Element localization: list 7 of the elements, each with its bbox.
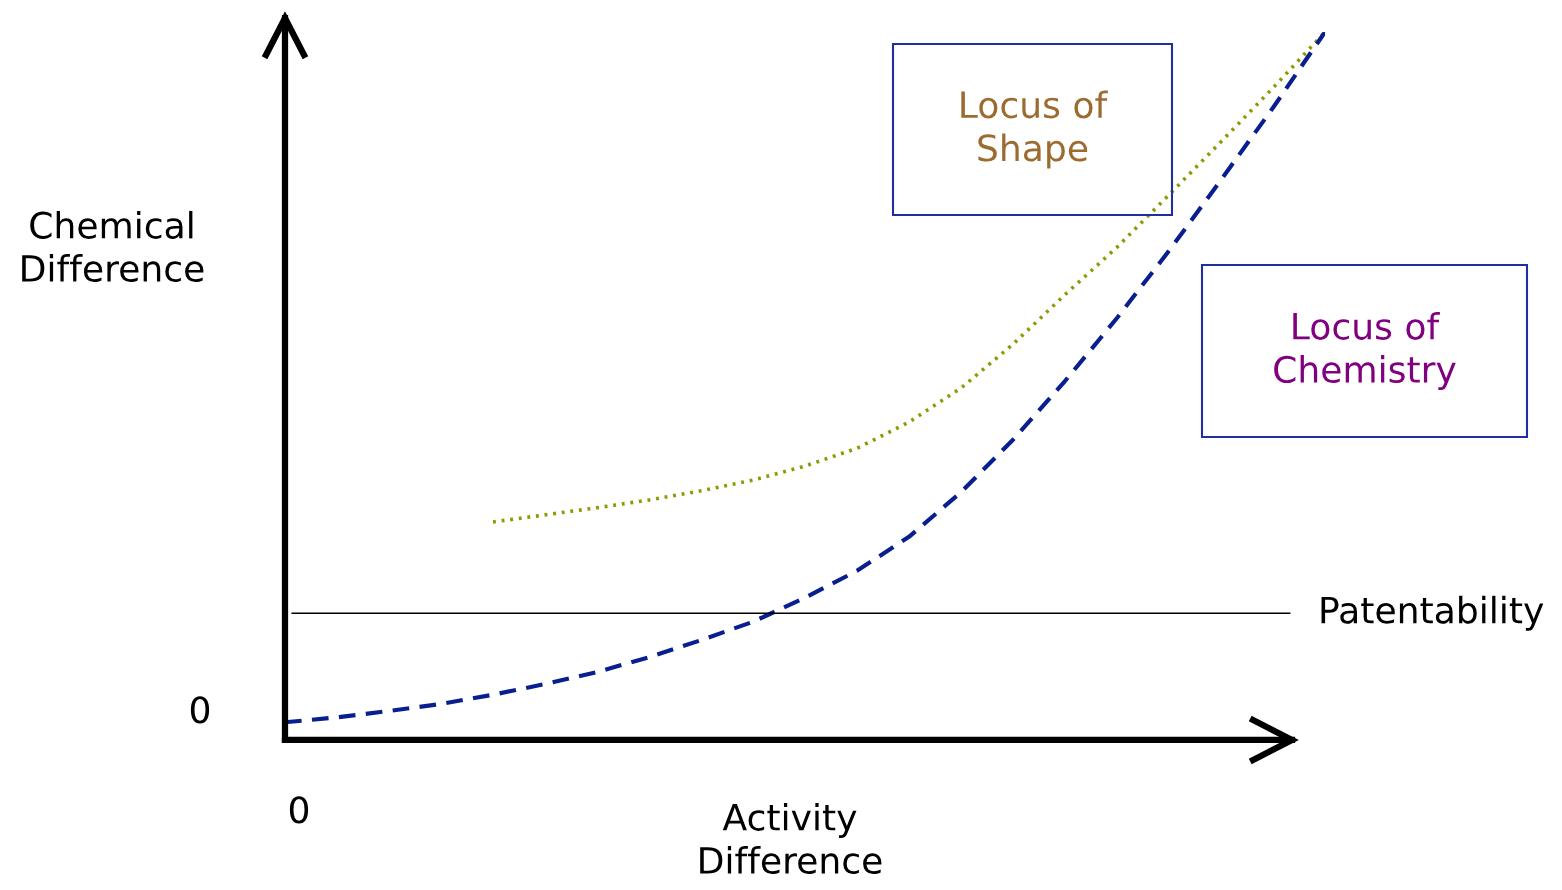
ref-line-label: Patentability bbox=[1321, 595, 1544, 631]
text: 0 bbox=[190, 696, 210, 724]
annotation: Locus of Shape bbox=[961, 90, 1108, 169]
y-axis-title: Chemical Difference bbox=[22, 210, 204, 283]
x-axis-title: Activity Difference bbox=[700, 802, 882, 875]
annotation: Locus of Chemistry bbox=[1274, 311, 1456, 391]
text: 0 bbox=[289, 796, 309, 824]
